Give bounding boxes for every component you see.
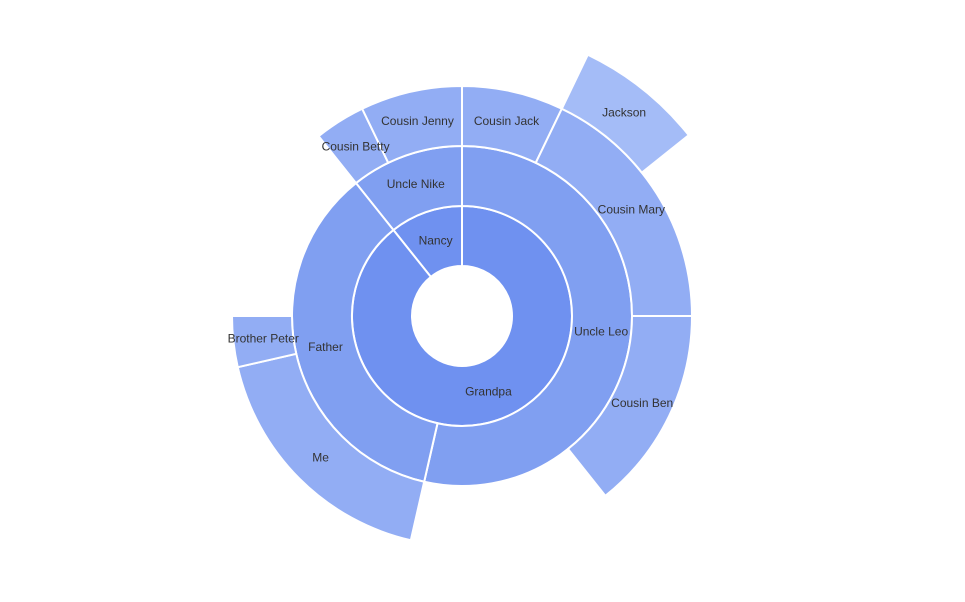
label-grandpa: Grandpa bbox=[465, 385, 512, 399]
sector-brother-peter[interactable] bbox=[231, 315, 298, 369]
sector-jackson[interactable] bbox=[560, 53, 690, 174]
label-cousin-mary: Cousin Mary bbox=[598, 203, 665, 217]
label-cousin-jack: Cousin Jack bbox=[474, 114, 540, 128]
sector-cousin-ben[interactable] bbox=[566, 315, 693, 497]
label-cousin-betty: Cousin Betty bbox=[322, 140, 390, 154]
label-cousin-ben: Cousin Ben bbox=[611, 396, 673, 410]
label-nancy: Nancy bbox=[419, 233, 453, 247]
label-cousin-jenny: Cousin Jenny bbox=[381, 114, 454, 128]
label-uncle-nike: Uncle Nike bbox=[387, 177, 445, 191]
label-me: Me bbox=[312, 450, 329, 464]
label-brother-peter: Brother Peter bbox=[228, 331, 299, 345]
label-uncle-leo: Uncle Leo bbox=[574, 325, 628, 339]
sector-grandpa[interactable] bbox=[351, 205, 573, 427]
label-jackson: Jackson bbox=[602, 106, 646, 120]
label-father: Father bbox=[308, 340, 343, 354]
